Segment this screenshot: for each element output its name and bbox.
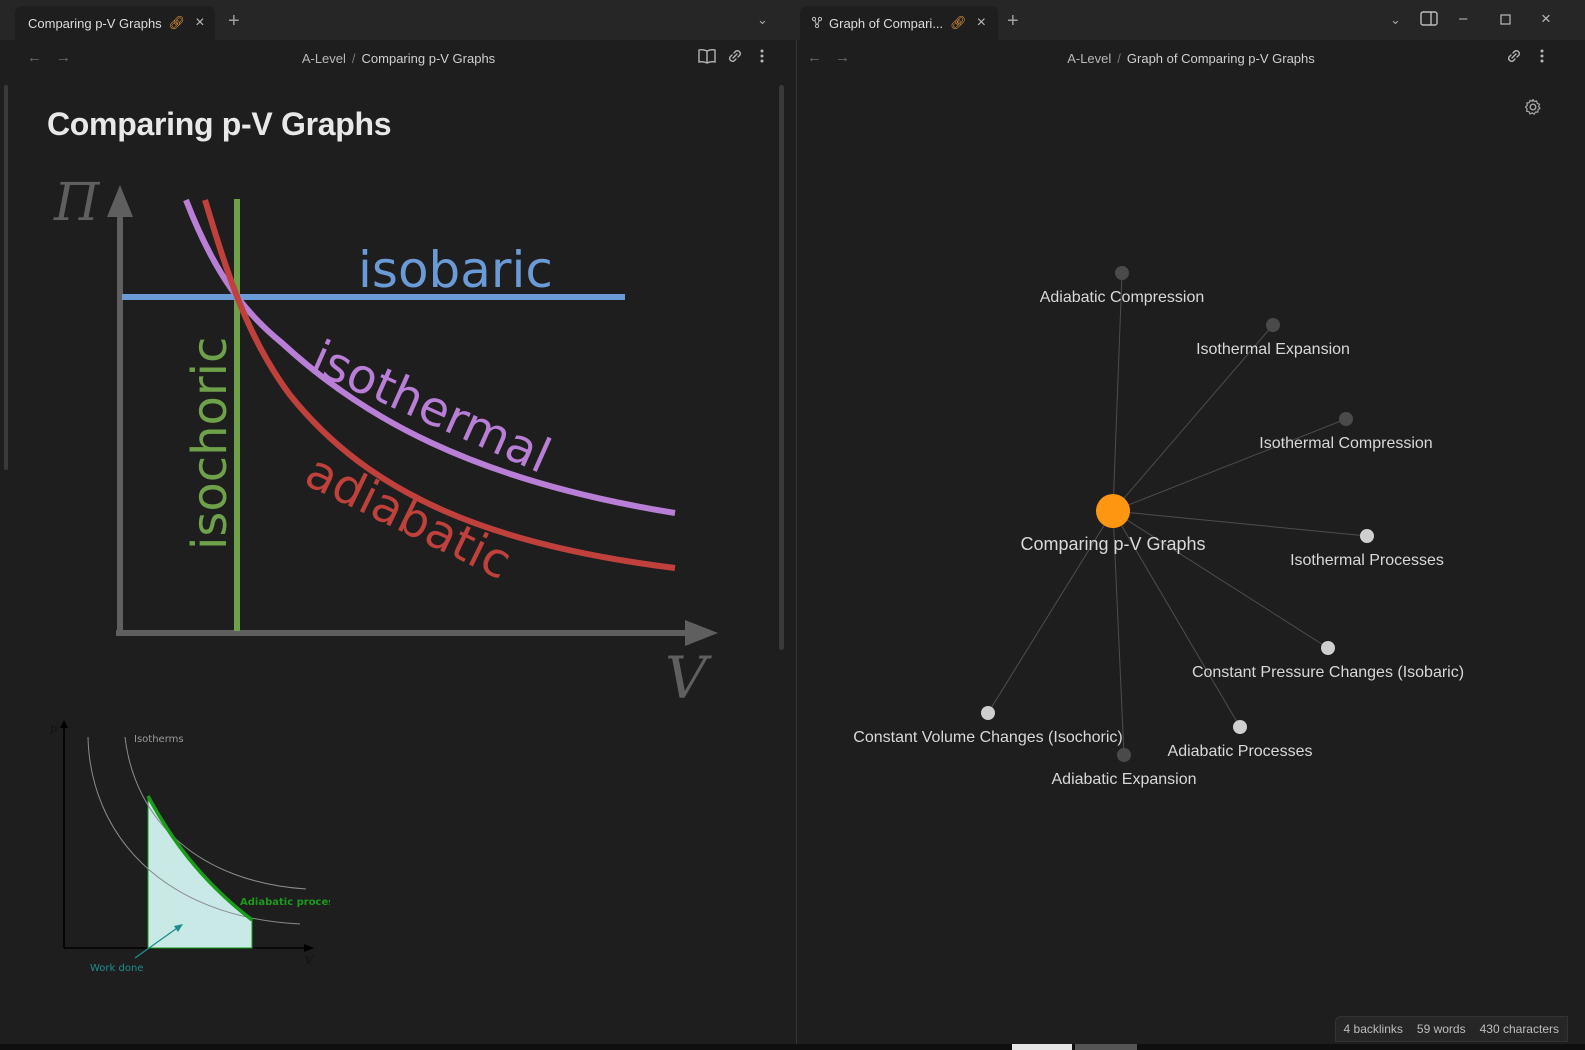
taskbar-thumbnail[interactable] xyxy=(1012,1044,1072,1050)
forward-arrow-icon[interactable]: → xyxy=(835,49,850,66)
new-tab-icon[interactable]: + xyxy=(1007,10,1019,32)
more-options-icon[interactable] xyxy=(1539,48,1545,69)
word-count: 59 words xyxy=(1416,1022,1466,1036)
left-gutter-scrollbar[interactable] xyxy=(4,85,8,470)
backlinks-count[interactable]: 4 backlinks xyxy=(1343,1022,1403,1036)
link-chain-icon[interactable] xyxy=(1505,48,1523,69)
breadcrumb-parent[interactable]: A-Level xyxy=(301,51,346,66)
forward-arrow-icon[interactable]: → xyxy=(56,49,71,66)
adiabatic-process-diagram: p V Isotherms Adiabatic process Work don… xyxy=(50,720,330,974)
chevron-down-icon[interactable]: ⌄ xyxy=(1390,12,1401,27)
breadcrumb: A-Level / Graph of Comparing p-V Graphs xyxy=(797,51,1585,66)
y-axis-label: Π xyxy=(53,173,101,233)
maximize-window-icon[interactable] xyxy=(1500,12,1511,29)
isothermal-curve xyxy=(183,198,676,516)
reading-view-icon[interactable] xyxy=(698,48,716,69)
work-done-label: Work done xyxy=(90,963,143,974)
isotherm-upper xyxy=(124,736,307,890)
small-p-label: p xyxy=(50,722,57,735)
chevron-down-icon[interactable]: ⌄ xyxy=(757,12,768,27)
small-v-label: V xyxy=(305,954,314,967)
left-nav-bar: ← → A-Level / Comparing p-V Graphs xyxy=(0,40,797,78)
breadcrumb: A-Level / Comparing p-V Graphs xyxy=(0,51,797,66)
link-icon: 🔗︎ xyxy=(950,15,967,30)
isobaric-label: isobaric xyxy=(358,241,553,299)
work-done-arrow xyxy=(134,925,181,959)
tab-comparing-pv-graphs[interactable]: Comparing p-V Graphs 🔗︎ × xyxy=(15,6,215,40)
breadcrumb-current: Comparing p-V Graphs xyxy=(361,51,496,66)
close-window-icon[interactable]: × xyxy=(1541,9,1551,28)
right-tab-bar: Graph of Compari... 🔗︎ × + ⌄ – × xyxy=(797,0,1585,40)
tab-title: Graph of Compari... xyxy=(829,15,944,31)
y-axis-arrow xyxy=(107,185,133,217)
minimize-window-icon[interactable]: – xyxy=(1459,10,1468,27)
left-tab-bar: Comparing p-V Graphs 🔗︎ × + ⌄ xyxy=(0,0,797,40)
graph-settings-gear-icon[interactable] xyxy=(1524,98,1542,121)
breadcrumb-current: Graph of Comparing p-V Graphs xyxy=(1126,51,1315,66)
character-count: 430 characters xyxy=(1479,1022,1559,1036)
left-editor-pane: Comparing p-V Graphs 🔗︎ × + ⌄ ← → A-Leve… xyxy=(0,0,797,974)
taskbar-thumbnail[interactable] xyxy=(1075,1044,1137,1050)
breadcrumb-parent[interactable]: A-Level xyxy=(1067,51,1112,66)
work-done-arrowhead xyxy=(174,924,183,932)
isotherms-label: Isotherms xyxy=(134,734,184,745)
close-tab-icon[interactable]: × xyxy=(976,14,987,31)
breadcrumb-separator: / xyxy=(351,51,356,66)
back-arrow-icon[interactable]: ← xyxy=(807,49,822,66)
link-chain-icon[interactable] xyxy=(726,48,744,69)
small-y-arrow xyxy=(60,720,68,728)
sidebar-toggle-icon[interactable] xyxy=(1420,11,1438,30)
adiabatic-process-curve xyxy=(146,795,254,922)
right-graph-pane: Graph of Compari... 🔗︎ × + ⌄ – × ← → A-L… xyxy=(797,0,1585,1050)
x-axis-label: V xyxy=(665,644,712,710)
editor-scrollbar[interactable] xyxy=(779,85,784,650)
tab-graph-view[interactable]: Graph of Compari... 🔗︎ × xyxy=(800,6,998,40)
pane-divider[interactable] xyxy=(796,40,797,1050)
right-nav-bar: ← → A-Level / Graph of Comparing p-V Graph… xyxy=(797,40,1585,78)
pv-diagram-image: Π V isochoric isobaric isothermal adiaba… xyxy=(53,173,718,710)
small-x-arrow xyxy=(304,944,314,952)
close-tab-icon[interactable]: × xyxy=(195,14,205,31)
more-options-icon[interactable] xyxy=(759,48,765,69)
graph-tab-icon xyxy=(811,16,823,31)
adiabatic-curve xyxy=(202,199,676,571)
new-tab-icon[interactable]: + xyxy=(228,10,240,32)
isochoric-label: isochoric xyxy=(182,337,238,550)
note-title: Comparing p-V Graphs xyxy=(47,106,392,142)
back-arrow-icon[interactable]: ← xyxy=(27,49,42,66)
x-axis-arrow xyxy=(685,620,718,646)
breadcrumb-separator: / xyxy=(1117,51,1121,66)
tab-title: Comparing p-V Graphs xyxy=(28,15,162,31)
status-bar: 4 backlinks 59 words 430 characters xyxy=(1334,1016,1568,1042)
link-icon: 🔗︎ xyxy=(168,15,186,30)
taskbar-strip xyxy=(0,1044,1585,1050)
adiabatic-process-label: Adiabatic process xyxy=(240,897,330,908)
